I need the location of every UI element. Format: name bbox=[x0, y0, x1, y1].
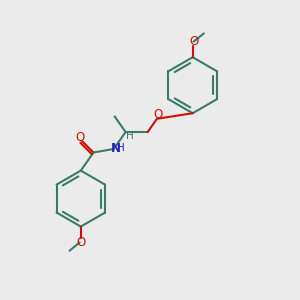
Text: O: O bbox=[76, 236, 86, 249]
Text: O: O bbox=[189, 35, 198, 48]
Text: H: H bbox=[117, 143, 125, 153]
Text: O: O bbox=[153, 109, 163, 122]
Text: N: N bbox=[111, 142, 121, 155]
Text: O: O bbox=[76, 131, 85, 144]
Text: H: H bbox=[126, 131, 134, 142]
